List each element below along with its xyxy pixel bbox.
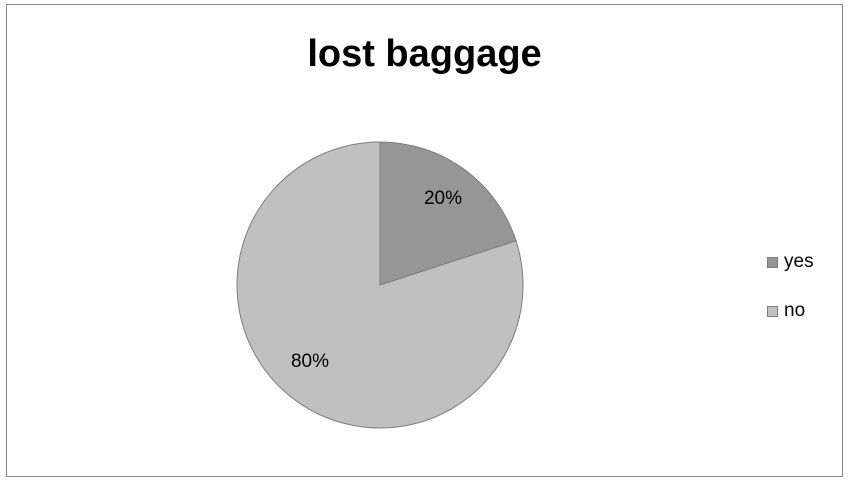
legend-label-no: no <box>784 300 806 321</box>
pie-chart: 20% 80% <box>236 141 524 429</box>
legend-label-yes: yes <box>784 251 814 272</box>
pie-slice-no <box>236 141 524 429</box>
legend-swatch-yes <box>767 256 778 268</box>
legend: yes no <box>767 251 814 349</box>
data-label-yes: 20% <box>424 188 462 209</box>
chart-title: lost baggage <box>307 33 542 75</box>
pie-slice-yes <box>379 141 517 286</box>
legend-swatch-no <box>767 305 778 317</box>
legend-item-no: no <box>767 300 814 322</box>
legend-item-yes: yes <box>767 251 814 273</box>
data-label-no: 80% <box>291 351 329 372</box>
chart-frame: lost baggage 20% 80% yes no <box>6 4 843 477</box>
